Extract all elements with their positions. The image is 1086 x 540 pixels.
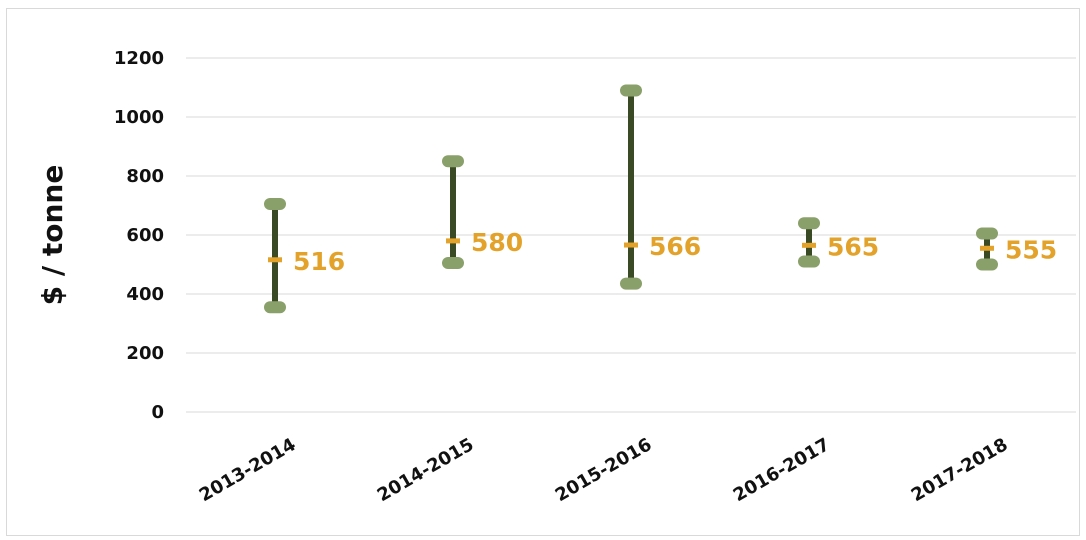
- mid-marker: [980, 245, 994, 251]
- y-tick-label: 0: [151, 402, 164, 423]
- y-tick-label: 1200: [114, 48, 164, 69]
- low-cap: [798, 255, 820, 268]
- low-cap: [442, 257, 464, 270]
- mid-value-label: 566: [649, 232, 701, 261]
- mid-marker: [802, 242, 816, 248]
- high-cap: [442, 155, 464, 168]
- low-cap: [264, 301, 286, 314]
- y-tick-label: 1000: [114, 107, 164, 128]
- mid-value-label: 516: [293, 247, 345, 276]
- y-axis-label: $ / tonne: [36, 165, 69, 306]
- y-tick-label: 200: [126, 343, 164, 364]
- range-marks: 516 580 566 565 555: [264, 84, 1057, 314]
- x-tick-label: 2013-2014: [196, 434, 300, 506]
- x-axis-ticks: 2013-2014 2014-2015 2015-2016 2016-2017 2017…: [196, 434, 1012, 506]
- y-axis-ticks: 0 200 400 600 800 1000 1200: [114, 48, 164, 423]
- high-cap: [620, 84, 642, 97]
- mid-value-label: 565: [827, 232, 879, 261]
- x-tick-label: 2014-2015: [374, 434, 478, 506]
- x-tick-label: 2016-2017: [730, 434, 834, 506]
- mid-value-label: 555: [1005, 235, 1057, 264]
- y-tick-label: 400: [126, 284, 164, 305]
- high-cap: [976, 227, 998, 240]
- high-cap: [798, 217, 820, 230]
- mid-value-label: 580: [471, 228, 523, 257]
- x-tick-label: 2017-2018: [908, 434, 1012, 506]
- low-cap: [620, 277, 642, 290]
- y-tick-label: 800: [126, 166, 164, 187]
- mid-marker: [268, 257, 282, 263]
- x-tick-label: 2015-2016: [552, 434, 656, 506]
- y-tick-label: 600: [126, 225, 164, 246]
- high-cap: [264, 198, 286, 211]
- low-cap: [976, 258, 998, 271]
- mid-marker: [624, 242, 638, 248]
- chart-frame: [6, 8, 1080, 536]
- mid-marker: [446, 238, 460, 244]
